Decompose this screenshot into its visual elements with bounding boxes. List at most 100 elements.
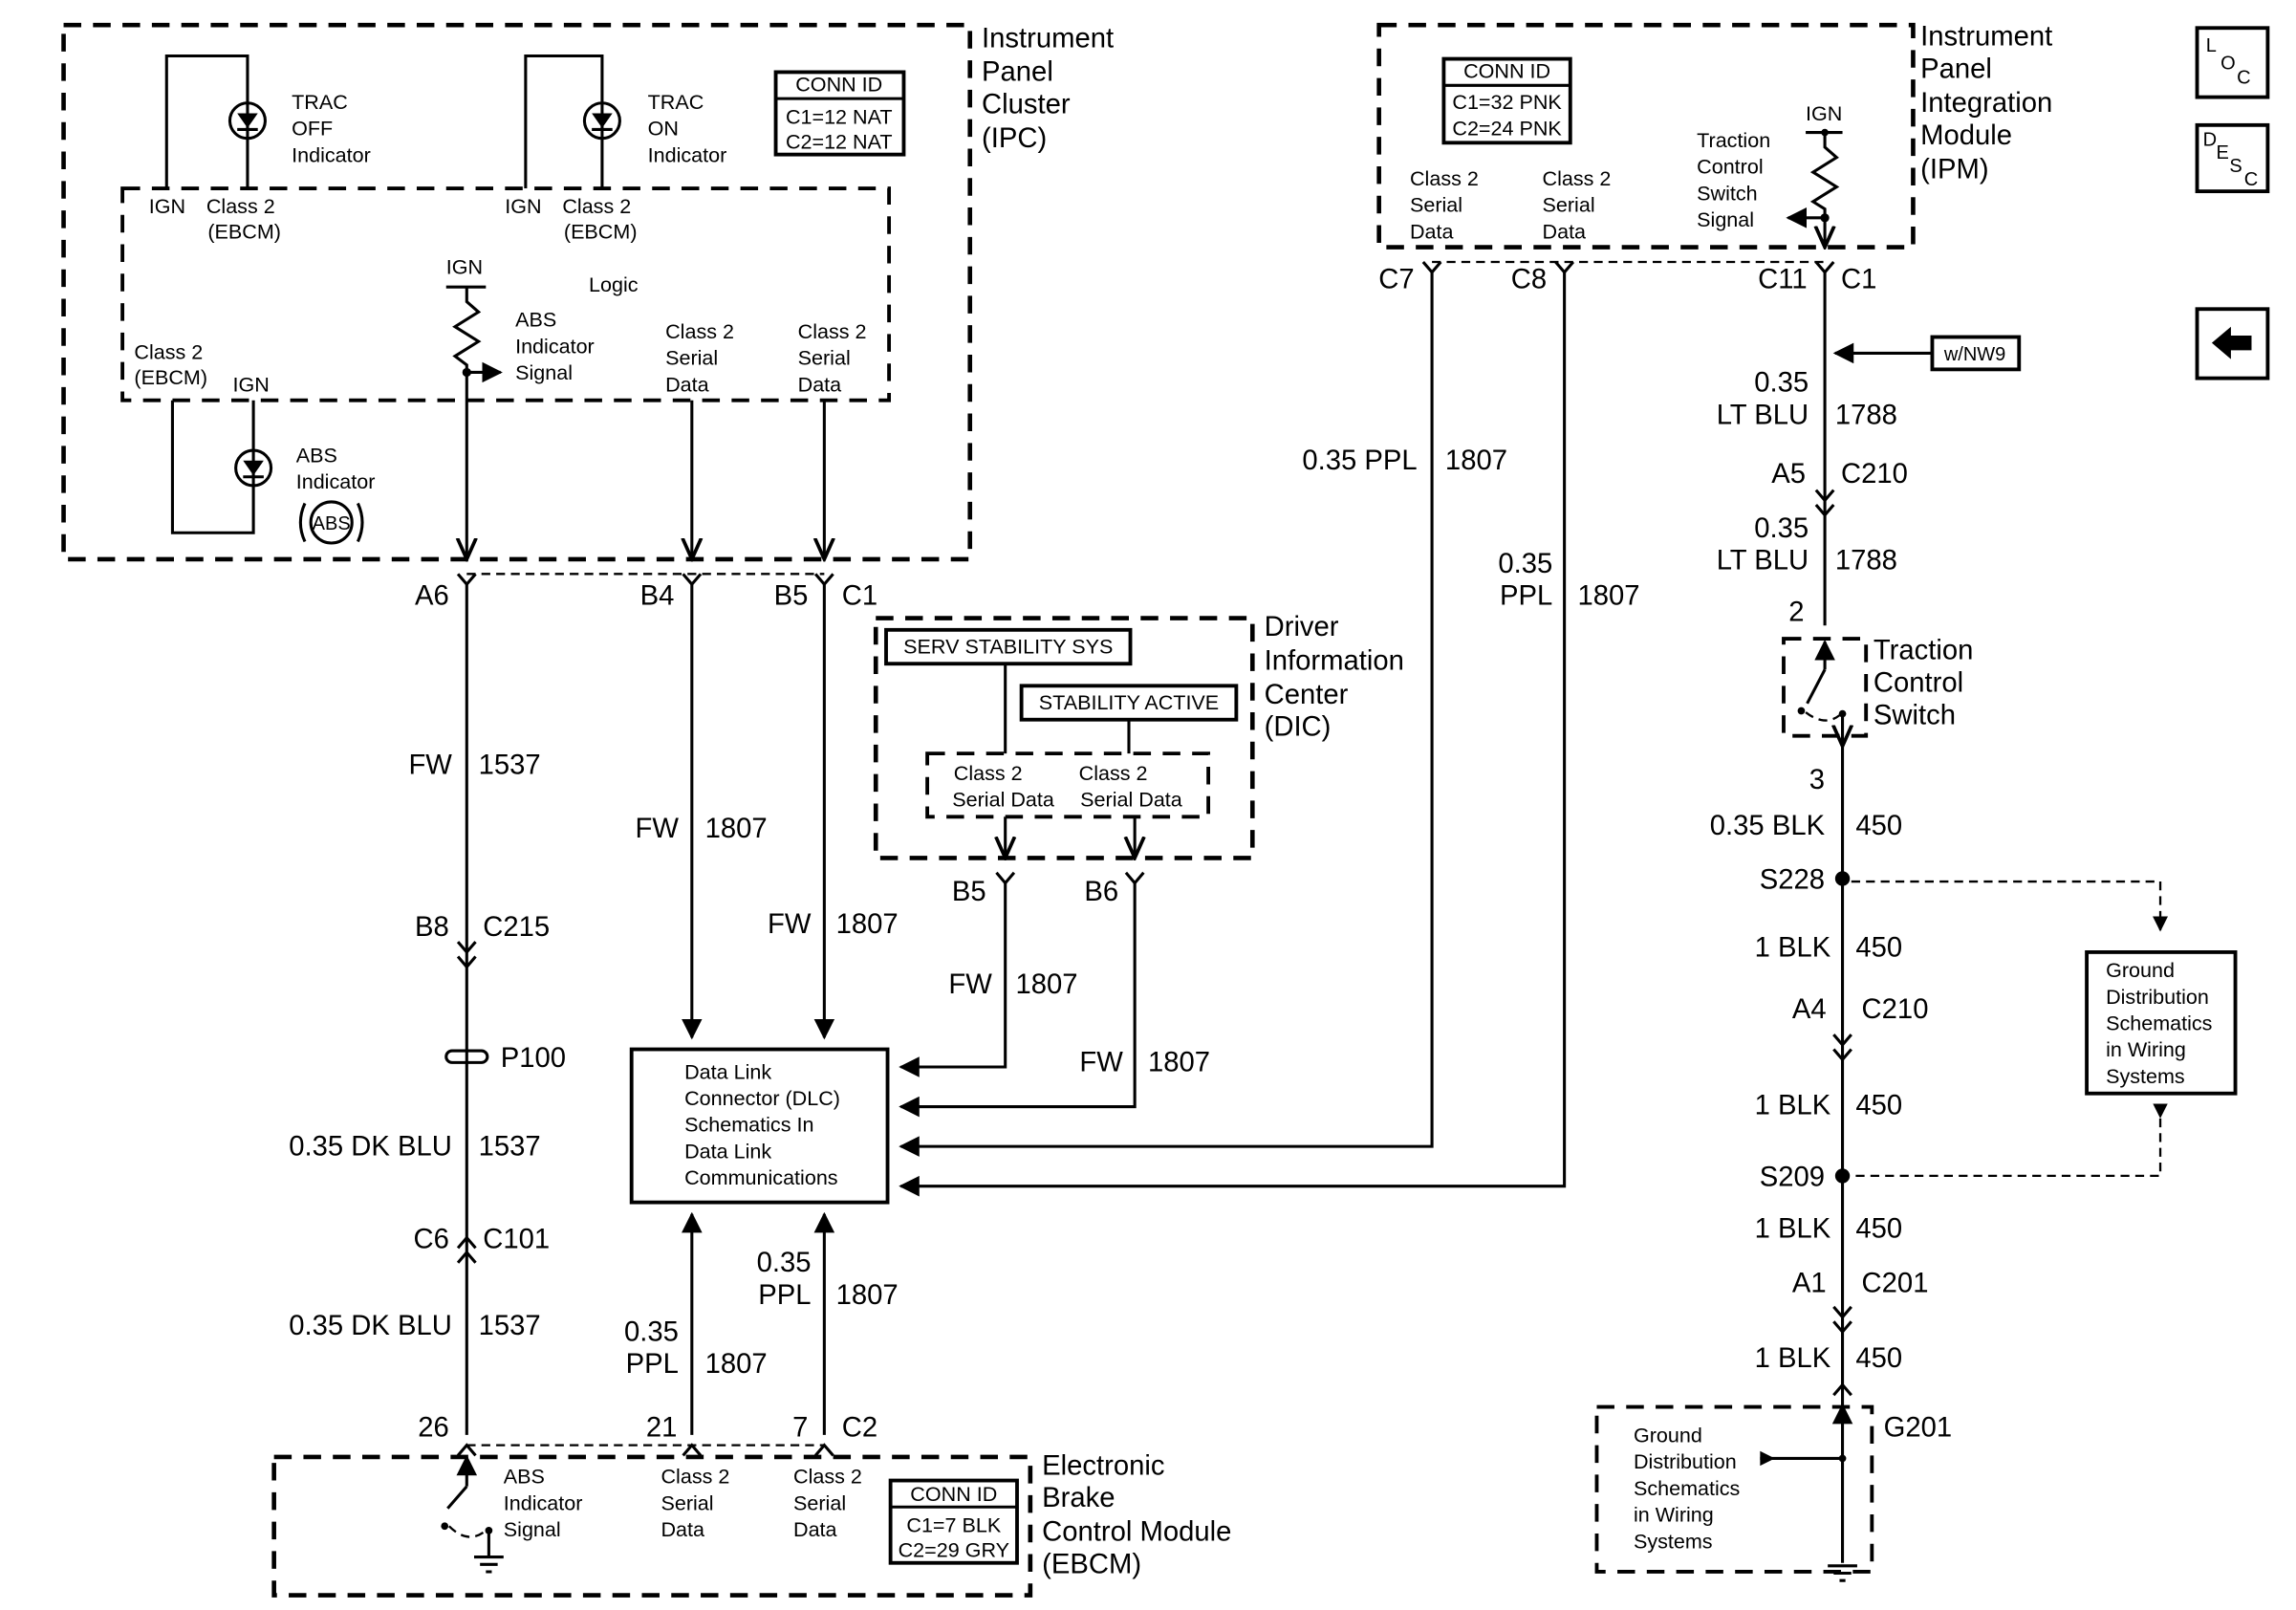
back-button[interactable] <box>2195 307 2270 381</box>
serial-data-label: Class 2 <box>661 1465 729 1489</box>
desc-letter[interactable]: C <box>2244 169 2258 190</box>
connector-id: C215 <box>483 912 550 943</box>
loc-letter[interactable]: L <box>2206 35 2217 56</box>
tcs-title: Traction <box>1874 636 1974 666</box>
ebcm-title: Electronic <box>1042 1450 1164 1481</box>
loc-button[interactable] <box>2195 26 2270 99</box>
abs-signal-label: Signal <box>504 1517 561 1541</box>
connector-id: C101 <box>483 1224 550 1254</box>
loc-letter[interactable]: C <box>2237 68 2250 89</box>
pin-label: 26 <box>418 1412 449 1443</box>
conn-id-line: C1=7 BLK <box>906 1512 1001 1536</box>
ipm-module <box>1376 22 1916 275</box>
desc-letter[interactable]: S <box>2229 156 2242 177</box>
pin-label: 21 <box>646 1412 678 1443</box>
serial-data-label: Data <box>661 1517 704 1541</box>
wire-color: 1 BLK <box>1755 1214 1831 1245</box>
ign-label: IGN <box>505 194 541 218</box>
dlc-label: Schematics In <box>684 1113 813 1137</box>
ebcm-module <box>271 1443 1033 1598</box>
wire-color: PPL <box>758 1280 811 1311</box>
trac-off-led-icon <box>227 101 267 141</box>
desc-letter[interactable]: D <box>2203 129 2217 150</box>
serial-data-label: Data <box>798 372 842 396</box>
abs-indicator-label: Indicator <box>296 469 376 493</box>
ign-label: IGN <box>149 194 185 218</box>
desc-button[interactable] <box>2195 122 2270 194</box>
conn-id-header: CONN ID <box>910 1482 997 1506</box>
ground-dist-label: in Wiring <box>1634 1503 1714 1527</box>
trac-on-led-icon <box>582 101 621 141</box>
serial-data-label: Class 2 <box>1079 761 1148 785</box>
pin-label: B6 <box>1084 877 1118 907</box>
wire-gauge: 0.35 <box>1754 367 1809 398</box>
ground-icon <box>473 1556 504 1574</box>
option-label: w/NW9 <box>1943 344 2005 365</box>
wire-color: FW <box>1079 1048 1123 1078</box>
serial-data-label: Class 2 <box>665 319 734 343</box>
trac-on-label: Indicator <box>648 142 727 166</box>
abs-led-icon <box>234 448 273 488</box>
conn-id-line: C1=12 NAT <box>786 104 893 128</box>
dlc-label: Connector (DLC) <box>684 1086 840 1110</box>
circuit-number: 450 <box>1855 1090 1902 1120</box>
ebcm-title: Brake <box>1042 1483 1115 1513</box>
serial-data-label: Class 2 <box>954 761 1023 785</box>
dlc-box[interactable] <box>629 1047 890 1205</box>
ground-dist-label: Ground <box>1634 1424 1702 1447</box>
wire-color: PPL <box>626 1349 679 1380</box>
ipm-title: (IPM) <box>1920 154 1988 185</box>
serial-data-label: Serial Data <box>1080 788 1182 812</box>
serial-data-label: Serial <box>661 1490 713 1514</box>
dlc-label: Data Link <box>684 1059 771 1083</box>
ipm-title: Module <box>1920 120 2012 151</box>
tcs-title: Control <box>1874 667 1963 698</box>
circuit-number: 1807 <box>836 1280 899 1311</box>
ground-dist-label: Systems <box>2106 1064 2185 1088</box>
ground-dist-label: Schematics <box>2106 1012 2212 1035</box>
trac-on-label: ON <box>648 117 679 141</box>
ground-dist-label: in Wiring <box>2106 1037 2186 1061</box>
wire-color: FW <box>768 909 812 940</box>
tcs-signal-label: Traction <box>1697 128 1770 152</box>
dic-message: STABILITY ACTIVE <box>1039 690 1219 714</box>
dic-module <box>873 616 1255 885</box>
serial-data-label: Serial <box>793 1490 846 1514</box>
class2-label: (EBCM) <box>134 365 207 389</box>
wire-color: FW <box>948 969 992 1000</box>
serial-data-label: Data <box>793 1517 837 1541</box>
pin-label: C2 <box>842 1412 877 1443</box>
ign-label: IGN <box>233 372 270 396</box>
desc-letter[interactable]: E <box>2217 142 2229 163</box>
tcs-signal-label: Switch <box>1697 181 1757 205</box>
ipm-title: Integration <box>1920 88 2052 119</box>
abs-indicator-label: ABS <box>296 443 337 467</box>
ground-dist-label: Ground <box>2106 958 2175 982</box>
serial-data-label: Serial <box>1410 193 1462 217</box>
connector-pin: A4 <box>1792 994 1827 1025</box>
option-box <box>1930 335 2022 372</box>
dic-title: Information <box>1265 645 1404 676</box>
loc-letter[interactable]: O <box>2220 53 2236 74</box>
switch-pin: 3 <box>1809 765 1825 795</box>
circuit-number: 450 <box>1855 811 1902 841</box>
ipm-title: Instrument <box>1920 22 2052 53</box>
wire-color: 0.35 BLK <box>1710 811 1826 841</box>
circuit-number: 450 <box>1855 1343 1902 1374</box>
class2-label: Class 2 <box>206 194 275 218</box>
splice-id: P100 <box>501 1043 566 1074</box>
wire-gauge: 0.35 <box>757 1248 812 1278</box>
pin-label: C7 <box>1378 265 1414 295</box>
dic-title: (DIC) <box>1265 712 1332 743</box>
circuit-number: 1537 <box>479 751 541 781</box>
circuit-number: 1807 <box>1015 969 1077 1000</box>
connector-id: C210 <box>1862 994 1929 1025</box>
conn-id-line: C2=12 NAT <box>786 129 893 153</box>
dic-title: Center <box>1265 680 1349 710</box>
circuit-number: 450 <box>1855 933 1902 964</box>
abs-signal-label: Indicator <box>515 334 595 358</box>
ign-label: IGN <box>1806 101 1842 125</box>
conn-id-header: CONN ID <box>1463 59 1550 83</box>
class2-label: (EBCM) <box>564 219 638 243</box>
connector-pin: C6 <box>413 1224 448 1254</box>
